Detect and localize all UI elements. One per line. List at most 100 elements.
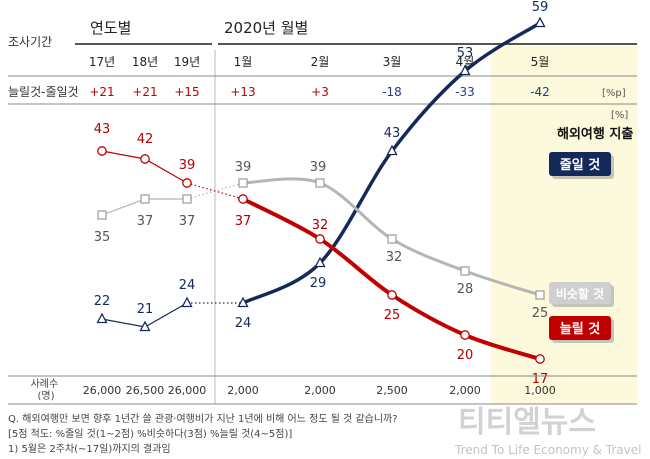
net-index-value-2: +15: [174, 85, 199, 99]
series-1-point-3: [238, 178, 248, 188]
sample-values: 26,000 26,500 26,000 2,000 2,000 2,500 2,000 1,…: [83, 384, 556, 397]
series-2-value-label-2: 39: [179, 158, 196, 173]
net-index-value-6: -33: [455, 85, 475, 99]
series-2-value-label-1: 42: [137, 132, 154, 147]
period-label-1: 18년: [132, 55, 158, 69]
series-1-point-1: [140, 194, 150, 204]
logo-tagline: Trend To Life Economy & Travel: [454, 443, 641, 457]
series-0-value-label-1: 21: [137, 302, 154, 317]
series-2-value-label-3: 37: [235, 214, 252, 229]
net-index-value-4: +3: [311, 85, 329, 99]
footnote-question: Q. 해외여행만 보면 향후 1년간 쓸 관광·여행비가 지난 1년에 비해 어…: [8, 412, 398, 425]
series-1-value-label-4: 39: [310, 160, 327, 175]
series-1-value-label-5: 32: [386, 250, 403, 265]
series-2-point-1: [140, 154, 150, 164]
series-0-point-6: [459, 64, 471, 76]
series-0-value-label-6: 53: [457, 46, 474, 61]
net-index-value-0: +21: [89, 85, 114, 99]
yearly-group-label: 연도별: [90, 19, 131, 37]
period-labels: 17년 18년 19년 1월 2월 3월 4월 5월: [89, 55, 550, 69]
chart-title: 해외여행 지출: [557, 126, 633, 142]
sample-value-3: 2,000: [227, 384, 259, 397]
series-2-name: 늘릴 것: [560, 321, 600, 337]
series-0-point-2: [181, 296, 193, 308]
series-0-badge: [549, 152, 611, 176]
series-0-point-0: [96, 312, 108, 324]
sample-value-5: 2,500: [376, 384, 408, 397]
series-0-value-label-3: 24: [235, 316, 252, 331]
series-0-point-1: [139, 320, 151, 332]
period-label-4: 2월: [311, 55, 330, 69]
series-0-value-label-2: 24: [179, 278, 196, 293]
sample-label-line-2: (명): [37, 390, 54, 402]
series-2-point-3: [238, 194, 248, 204]
series-2-value-label-5: 25: [384, 308, 401, 323]
series-1-value-label-6: 28: [457, 282, 474, 297]
series-1-value-label-1: 37: [137, 214, 154, 229]
net-index-unit: [%p]: [602, 88, 626, 99]
series-0-value-label-5: 43: [384, 126, 401, 141]
series-0-point-7: [534, 16, 546, 28]
series-2-point-4: [315, 234, 325, 244]
series-2-point-5: [387, 290, 397, 300]
series-0-point-3: [237, 296, 249, 308]
net-index-values: +21 +21 +15 +13 +3 -18 -33 -42: [89, 85, 549, 99]
sample-value-4: 2,000: [304, 384, 336, 397]
series-0: 22 21 24 24 29 43 53 59 줄일 것: [94, 0, 614, 332]
series-2-value-label-4: 32: [312, 218, 329, 233]
logo-wordmark: 티티엘뉴스: [458, 405, 596, 440]
percent-unit: [%]: [611, 110, 628, 121]
sample-value-0: 26,000: [83, 384, 122, 397]
footnote-scale: [5점 척도: %줄일 것(1~2점) %비슷하다(3점) %늘릴 것(4~5점…: [8, 427, 292, 440]
series-1-name: 비슷할 것: [556, 286, 604, 301]
series-0-point-5: [386, 144, 398, 156]
series-2-point-2: [182, 178, 192, 188]
series-1-point-4: [315, 178, 325, 188]
sample-value-6: 2,000: [449, 384, 481, 397]
series-2-value-label-0: 43: [94, 122, 111, 137]
series-1-value-label-7: 25: [532, 306, 549, 321]
series-0-value-label-7: 59: [532, 0, 549, 15]
series-0-name: 줄일 것: [560, 157, 600, 173]
series-1-point-7: [535, 290, 545, 300]
sample-value-2: 26,000: [168, 384, 207, 397]
sample-label: 사례수 (명): [31, 378, 62, 402]
series-2-connector: [186, 182, 244, 200]
series-1-point-2: [182, 194, 192, 204]
series-2-point-7: [535, 354, 545, 364]
series-1-point-5: [387, 234, 397, 244]
series-0-value-label-0: 22: [94, 294, 111, 309]
net-index-value-3: +13: [230, 85, 255, 99]
monthly-group-label: 2020년 월별: [224, 19, 308, 37]
series-2-value-label-6: 20: [457, 348, 474, 363]
period-label-0: 17년: [89, 55, 115, 69]
net-index-label: 늘릴것-줄일것: [8, 85, 79, 99]
series-1-badge: [549, 282, 611, 304]
sample-value-1: 26,500: [126, 384, 165, 397]
series-1-point-0: [97, 210, 107, 220]
highlight-band-may: [491, 46, 637, 404]
net-index-value-7: -42: [530, 85, 550, 99]
series-1-value-label-3: 39: [235, 160, 252, 175]
footnote-may-note: 1) 5월은 2주차(~17일)까지의 결과임: [8, 442, 171, 455]
series-2-badge: [549, 316, 611, 340]
series-1: 35 37 37 39 39 32 28 25 비슷할 것: [94, 160, 614, 321]
series-2-point-0: [97, 146, 107, 156]
series-2-point-6: [460, 330, 470, 340]
net-index-value-5: -18: [382, 85, 402, 99]
series-1-value-label-2: 37: [179, 214, 196, 229]
period-row-label: 조사기간: [8, 35, 52, 49]
sample-value-7: 1,000: [524, 384, 556, 397]
period-label-5: 3월: [383, 55, 402, 69]
series-1-value-label-0: 35: [94, 230, 111, 245]
sample-label-line-1: 사례수: [31, 378, 59, 390]
period-label-7: 5월: [531, 55, 550, 69]
period-label-3: 1월: [234, 55, 253, 69]
net-index-value-1: +21: [132, 85, 157, 99]
series-1-point-6: [460, 266, 470, 276]
series-layer: 22 21 24 24 29 43 53 59 줄일 것 35 37 37 39 39 32 28 25 비슷할 …: [94, 0, 614, 387]
series-0-value-label-4: 29: [310, 276, 327, 291]
period-label-2: 19년: [174, 55, 200, 69]
